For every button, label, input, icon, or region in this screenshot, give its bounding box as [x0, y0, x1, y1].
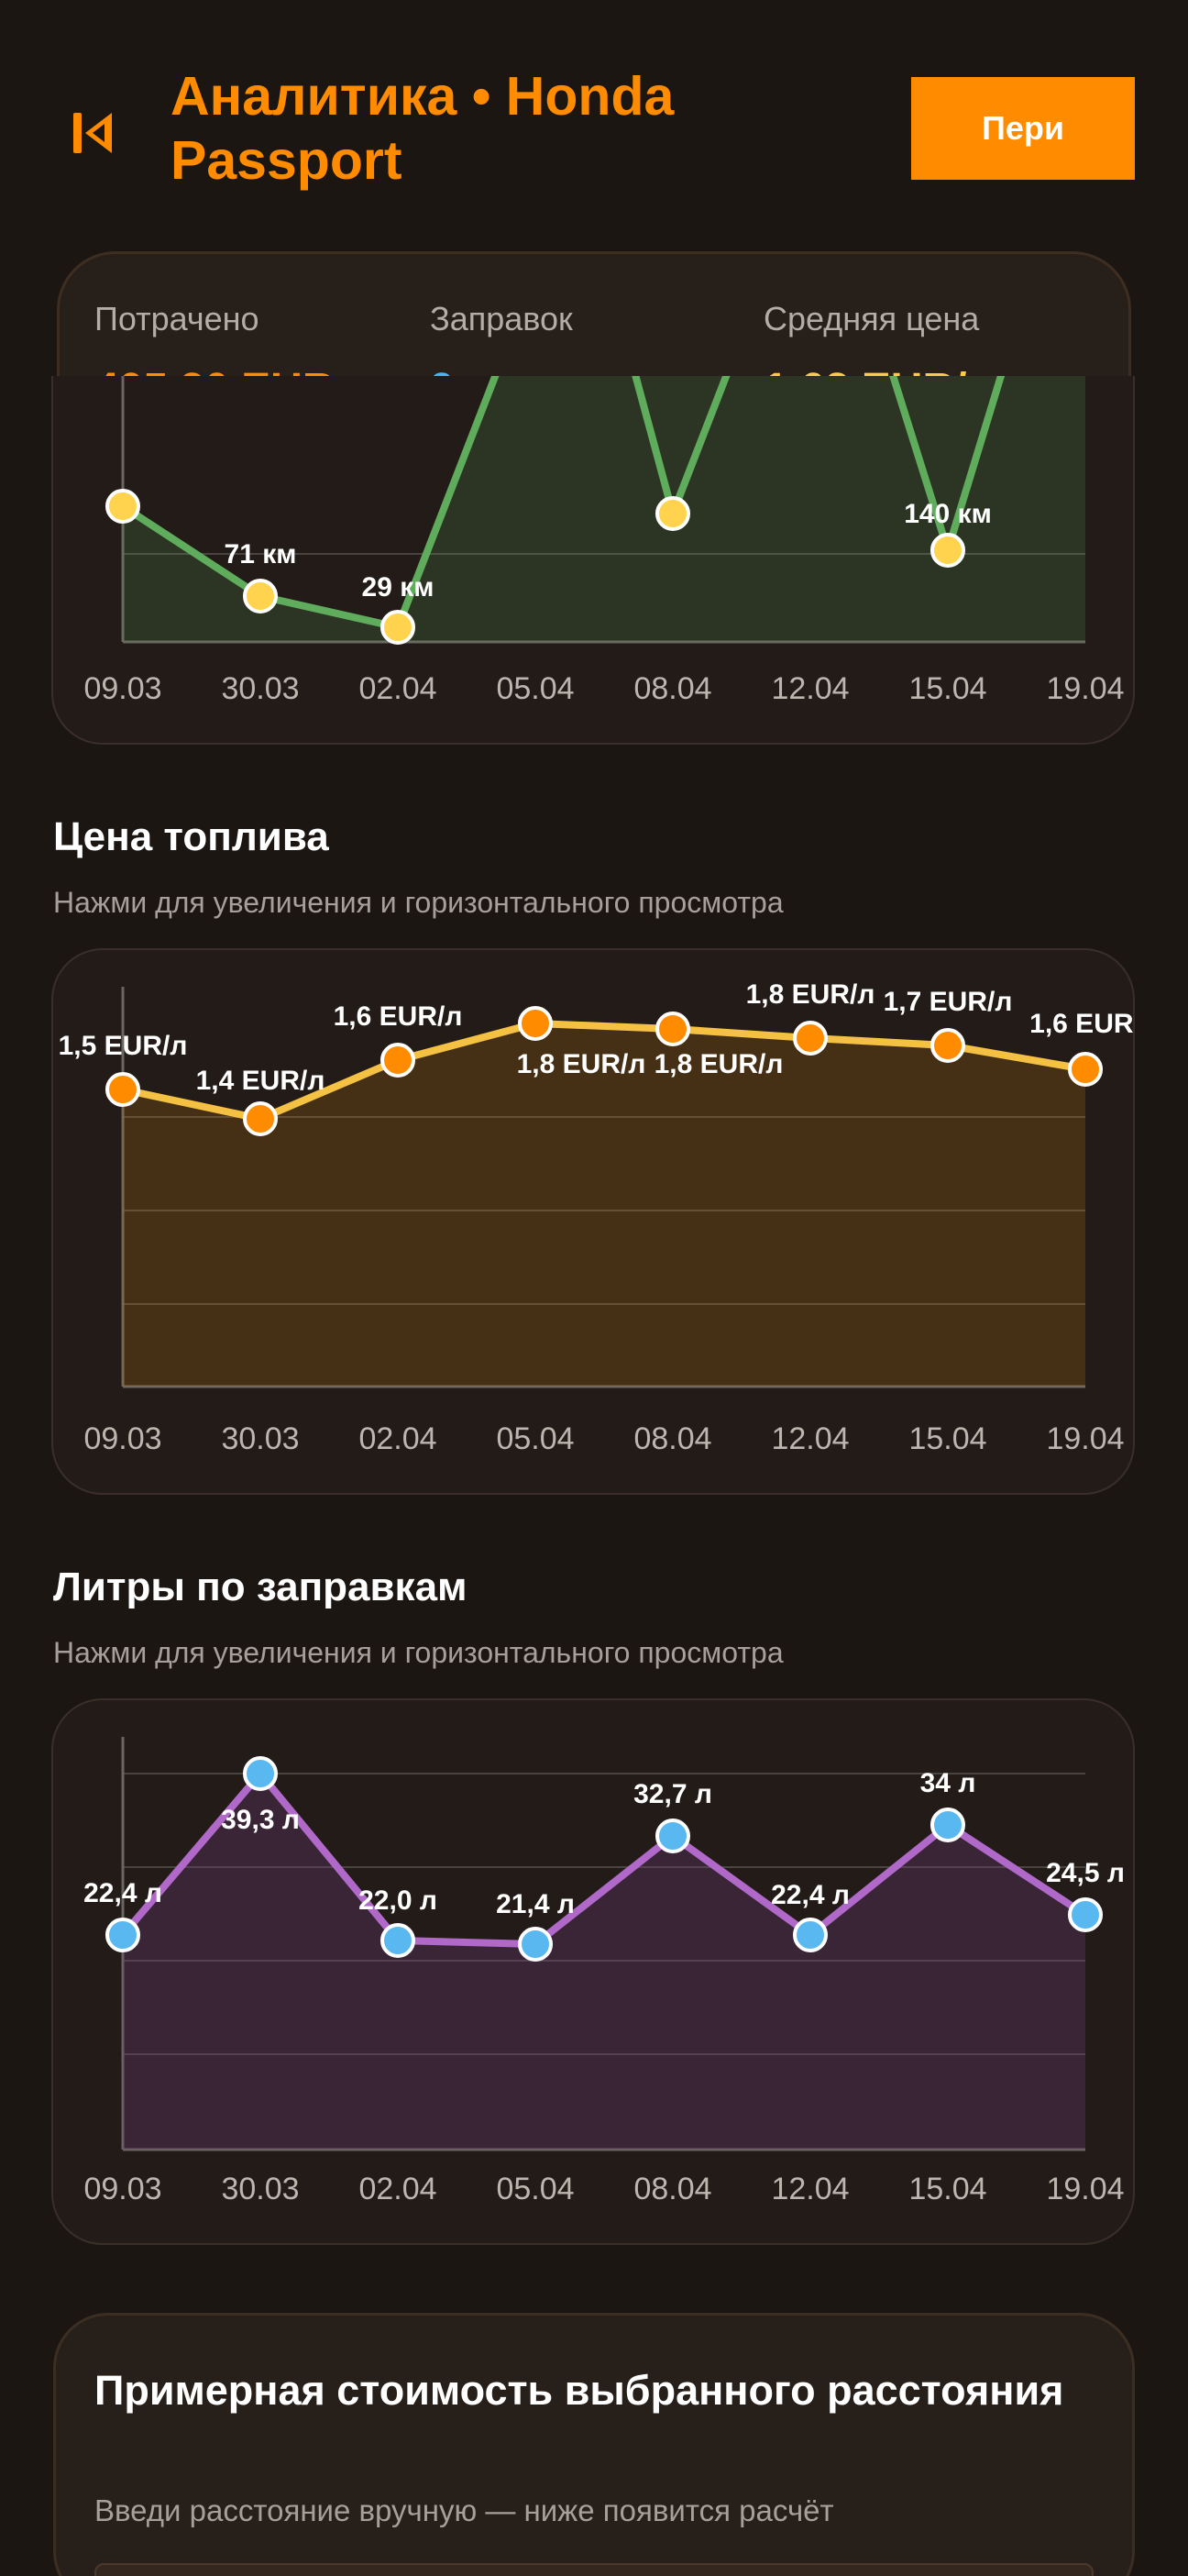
x-tick-label: 12.04 — [771, 1421, 849, 1456]
x-tick-label: 08.04 — [633, 1421, 711, 1456]
data-label: 39,3 л — [221, 1805, 300, 1835]
x-tick-label: 30.03 — [221, 1421, 299, 1456]
data-label: 1,5 EUR/л — [59, 1031, 188, 1061]
x-tick-label: 30.03 — [221, 671, 299, 706]
plot-area: 71 км 29 км 140 км — [105, 376, 1085, 645]
data-label: 140 км — [904, 499, 992, 529]
data-label: 1,8 EUR/л — [517, 1049, 646, 1079]
data-point[interactable] — [793, 1918, 828, 1952]
stat-spent-label: Потрачено — [94, 300, 259, 337]
stat-refuels-label: Заправок — [430, 300, 573, 337]
data-point[interactable] — [105, 1918, 140, 1952]
data-point[interactable] — [793, 1021, 828, 1056]
liters-chart[interactable]: 22,4 л 39,3 л 22,0 л 21,4 л 32,7 л 22,4 л 34 л… — [51, 1698, 1135, 2245]
data-point[interactable] — [655, 1819, 690, 1853]
distance-input[interactable] — [94, 2563, 1094, 2576]
data-point[interactable] — [243, 579, 278, 614]
x-tick-label: 08.04 — [633, 2172, 711, 2206]
liters-section-title: Литры по заправкам — [53, 1564, 468, 1609]
data-point[interactable] — [518, 1927, 553, 1962]
x-tick-label: 02.04 — [358, 1421, 436, 1456]
price-chart[interactable]: 1,5 EUR/л 1,4 EUR/л 1,6 EUR/л 1,8 EUR/л 1,8 … — [51, 948, 1135, 1495]
data-point[interactable] — [518, 1006, 553, 1041]
x-tick-label: 19.04 — [1046, 2172, 1124, 2206]
series-area — [123, 1774, 1085, 2150]
data-label: 24,5 л — [1046, 1858, 1125, 1888]
data-point[interactable] — [930, 533, 965, 568]
series-line — [119, 1770, 1088, 1948]
skip-back-icon — [73, 113, 112, 153]
x-tick-label: 19.04 — [1046, 671, 1124, 706]
price-section-title: Цена топлива — [53, 814, 329, 859]
data-label: 71 км — [225, 539, 297, 569]
x-tick-label: 05.04 — [496, 671, 574, 706]
data-label: 34 л — [920, 1768, 976, 1798]
data-label: 1,4 EUR/л — [196, 1066, 325, 1096]
x-tick-label: 09.03 — [83, 1421, 161, 1456]
data-label: 21,4 л — [496, 1889, 575, 1919]
data-point[interactable] — [1068, 1052, 1103, 1087]
plot-area: 22,4 л 39,3 л 22,0 л 21,4 л 32,7 л 22,4 л 34 л… — [83, 1737, 1125, 2151]
x-tick-label: 12.04 — [771, 2172, 849, 2206]
stat-avg-label: Средняя цена — [764, 300, 980, 337]
data-point[interactable] — [1068, 1897, 1103, 1932]
price-section-hint: Нажми для увеличения и горизонтального п… — [53, 886, 784, 919]
data-point[interactable] — [655, 1012, 690, 1046]
data-label: 1,6 EUR/ — [1029, 1009, 1135, 1039]
data-label: 22,4 л — [83, 1878, 162, 1908]
data-label: 1,7 EUR/л — [884, 987, 1013, 1017]
x-tick-label: 15.04 — [908, 2172, 986, 2206]
data-point[interactable] — [243, 1756, 278, 1791]
x-tick-label: 05.04 — [496, 1421, 574, 1456]
x-tick-label: 19.04 — [1046, 1421, 1124, 1456]
data-point[interactable] — [105, 489, 140, 524]
data-point[interactable] — [105, 1072, 140, 1107]
x-tick-label: 15.04 — [908, 1421, 986, 1456]
data-label: 32,7 л — [633, 1779, 712, 1809]
data-label: 29 км — [362, 572, 434, 603]
data-point[interactable] — [243, 1101, 278, 1136]
back-button[interactable] — [60, 101, 125, 165]
x-tick-label: 02.04 — [358, 2172, 436, 2206]
x-tick-label: 08.04 — [633, 671, 711, 706]
plot-area: 1,5 EUR/л 1,4 EUR/л 1,6 EUR/л 1,8 EUR/л 1,8 … — [59, 979, 1135, 1388]
data-label: 1,8 EUR/л — [746, 979, 875, 1010]
distance-chart-svg: 71 км 29 км 140 км 09.03 30.03 02.04 05.04 08.0… — [83, 376, 1125, 706]
series-area — [123, 1023, 1085, 1387]
data-label: 1,6 EUR/л — [334, 1001, 463, 1032]
x-tick-label: 12.04 — [771, 671, 849, 706]
data-point[interactable] — [380, 1923, 415, 1958]
data-point[interactable] — [380, 1043, 415, 1078]
data-label: 22,4 л — [771, 1880, 850, 1910]
series-area — [123, 376, 1085, 642]
price-chart-svg: 1,5 EUR/л 1,4 EUR/л 1,6 EUR/л 1,8 EUR/л 1,8 … — [59, 979, 1135, 1456]
x-tick-label: 09.03 — [83, 671, 161, 706]
x-tick-label: 09.03 — [83, 2172, 161, 2206]
data-point[interactable] — [930, 1028, 965, 1063]
distance-estimate-card: Примерная стоимость выбранного расстояни… — [53, 2313, 1135, 2576]
estimate-hint: Введи расстояние вручную — ниже появится… — [94, 2493, 834, 2527]
distance-chart[interactable]: 71 км 29 км 140 км 09.03 30.03 02.04 05.04 08.0… — [51, 376, 1135, 745]
header: Аналитика • Honda Passport Пери — [0, 0, 1188, 238]
data-point[interactable] — [655, 496, 690, 531]
liters-section-hint: Нажми для увеличения и горизонтального п… — [53, 1636, 784, 1669]
x-tick-label: 05.04 — [496, 2172, 574, 2206]
series-line — [122, 1020, 1086, 1122]
data-label: 1,8 EUR/л — [654, 1049, 784, 1079]
data-label: 22,0 л — [358, 1885, 437, 1916]
data-point[interactable] — [930, 1808, 965, 1842]
data-point[interactable] — [380, 610, 415, 645]
page-title: Аналитика • Honda Passport — [170, 66, 675, 191]
x-tick-label: 02.04 — [358, 671, 436, 706]
x-tick-label: 30.03 — [221, 2172, 299, 2206]
liters-chart-svg: 22,4 л 39,3 л 22,0 л 21,4 л 32,7 л 22,4 л 34 л… — [83, 1737, 1125, 2206]
x-tick-label: 15.04 — [908, 671, 986, 706]
estimate-title: Примерная стоимость выбранного расстояни… — [94, 2367, 1064, 2414]
period-button[interactable]: Пери — [911, 77, 1135, 180]
